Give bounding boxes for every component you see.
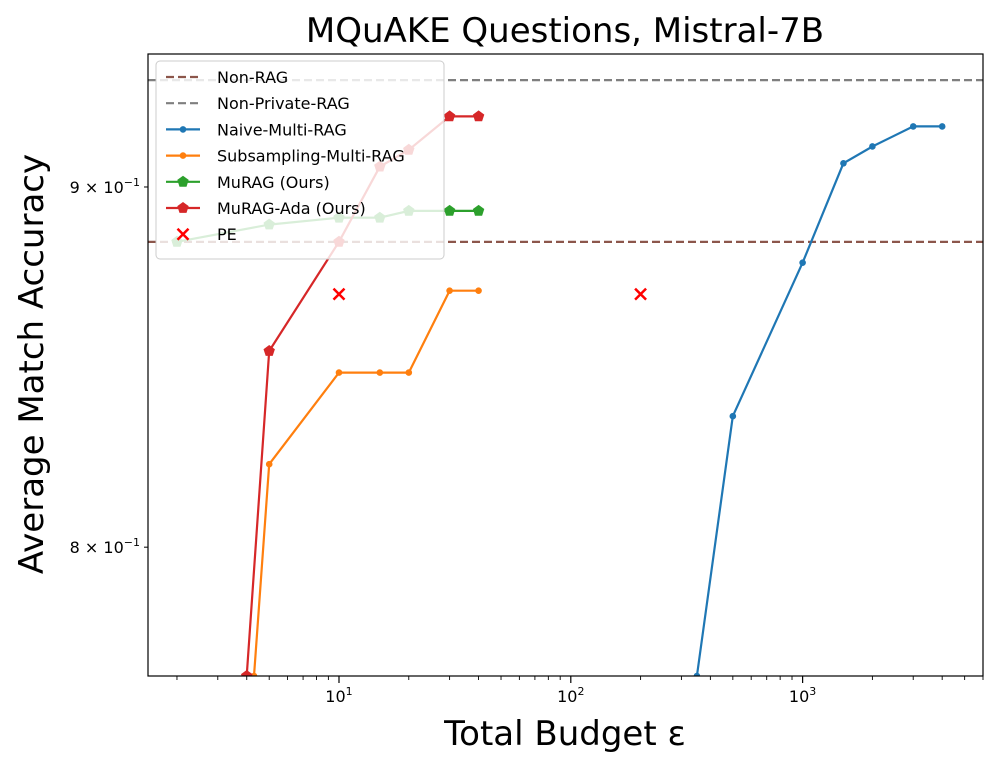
legend-item: PE bbox=[176, 225, 237, 244]
legend-label: Non-Private-RAG bbox=[217, 94, 350, 113]
legend-item: MuRAG (Ours) bbox=[166, 173, 330, 192]
x-tick-label: 101 bbox=[325, 685, 352, 706]
legend-label: Naive-Multi-RAG bbox=[217, 120, 347, 139]
data-point bbox=[693, 672, 701, 676]
legend-label: Non-RAG bbox=[217, 68, 288, 87]
x-tick-label: 102 bbox=[557, 685, 584, 706]
series-1 bbox=[250, 287, 482, 676]
data-point bbox=[443, 204, 456, 216]
data-point bbox=[472, 204, 485, 216]
y-tick-label: 9 × 10−1 bbox=[70, 176, 140, 197]
data-point bbox=[241, 670, 253, 676]
legend-marker bbox=[179, 152, 187, 159]
legend-marker bbox=[176, 227, 190, 241]
legend-marker bbox=[179, 126, 187, 133]
legend: Non-RAG Non-Private-RAG Naive-Multi-RAG Sub… bbox=[155, 60, 445, 260]
data-point bbox=[938, 123, 946, 130]
series-line bbox=[695, 125, 943, 676]
legend-label: MuRAG (Ours) bbox=[217, 173, 330, 192]
data-point bbox=[840, 159, 847, 167]
legend-marker bbox=[177, 175, 189, 187]
legend-item: Non-RAG bbox=[166, 68, 288, 87]
data-point bbox=[376, 369, 384, 376]
data-point bbox=[250, 672, 258, 676]
legend-marker bbox=[177, 202, 189, 213]
data-point bbox=[405, 369, 413, 376]
data-point bbox=[332, 287, 346, 301]
legend-item: Naive-Multi-RAG bbox=[166, 120, 347, 139]
data-point bbox=[263, 345, 275, 356]
y-axis: 8 × 10−1 9 × 10−1 bbox=[70, 176, 148, 557]
chart-title: MQuAKE Questions, Mistral-7B bbox=[306, 11, 824, 51]
data-point bbox=[475, 287, 482, 294]
data-point bbox=[446, 287, 453, 294]
data-point bbox=[799, 259, 806, 266]
y-axis-label: Average Match Accuracy bbox=[12, 154, 52, 574]
legend-box bbox=[155, 60, 445, 260]
x-axis-label: Total Budget ε bbox=[443, 714, 686, 754]
series-0 bbox=[693, 123, 946, 676]
data-point bbox=[634, 287, 647, 301]
data-point bbox=[335, 369, 343, 376]
x-axis: 101 102 103 bbox=[176, 676, 984, 706]
data-point bbox=[729, 412, 737, 420]
legend-label: MuRAG-Ada (Ours) bbox=[217, 199, 366, 218]
x-tick-label: 103 bbox=[789, 685, 816, 706]
legend-item: Subsampling-Multi-RAG bbox=[166, 147, 405, 166]
legend-item: Non-Private-RAG bbox=[166, 94, 350, 113]
legend-label: PE bbox=[217, 225, 237, 244]
data-point bbox=[472, 110, 485, 122]
legend-label: Subsampling-Multi-RAG bbox=[217, 147, 405, 166]
y-tick-label: 8 × 10−1 bbox=[70, 536, 140, 557]
data-point bbox=[443, 110, 456, 122]
data-point bbox=[869, 143, 876, 150]
pe-points bbox=[332, 287, 647, 301]
data-point bbox=[909, 123, 917, 130]
plot-frame bbox=[147, 53, 984, 677]
series-line bbox=[252, 289, 479, 676]
data-point bbox=[265, 460, 273, 468]
legend-item: MuRAG-Ada (Ours) bbox=[166, 199, 366, 218]
